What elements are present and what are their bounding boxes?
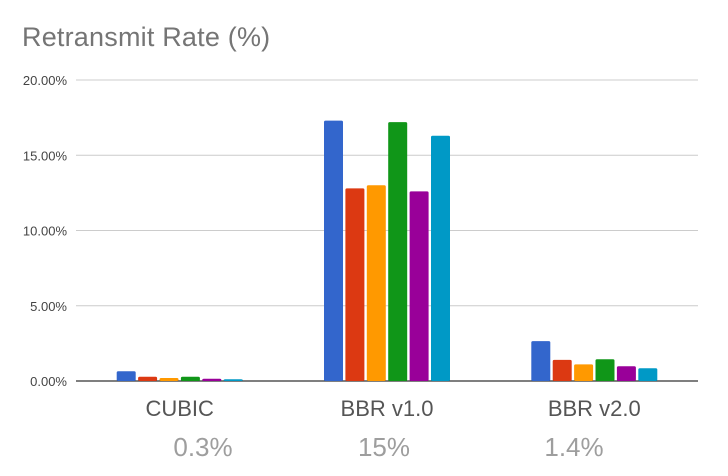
summary-label-cubic: 0.3%	[173, 432, 233, 462]
bar	[116, 371, 136, 381]
bar	[159, 378, 179, 381]
y-tick-label: 15.00%	[23, 148, 68, 163]
y-tick-label: 10.00%	[23, 224, 68, 239]
chart-title: Retransmit Rate (%)	[22, 22, 271, 52]
bar	[552, 359, 572, 381]
bar	[366, 185, 386, 381]
y-axis-ticks: 0.00% 5.00% 10.00% 15.00% 20.00%	[23, 73, 68, 389]
summary-label-bbr-v1: 15%	[357, 432, 411, 462]
y-tick-label: 20.00%	[23, 73, 68, 88]
summary-label-bbr-v2: 1.4%	[544, 432, 604, 462]
x-tick-label: BBR v2.0	[548, 396, 641, 421]
bar	[223, 379, 243, 381]
x-tick-label: CUBIC	[145, 396, 214, 421]
bar	[345, 188, 365, 381]
bar	[324, 120, 343, 381]
bar	[388, 122, 408, 381]
bar	[638, 368, 658, 381]
bar	[138, 376, 158, 381]
bar	[409, 191, 429, 381]
bar	[531, 341, 551, 381]
bar	[202, 378, 222, 381]
x-tick-label: BBR v1.0	[341, 396, 434, 421]
y-tick-label: 0.00%	[30, 374, 67, 389]
bar	[595, 359, 615, 381]
x-axis-ticks: CUBIC BBR v1.0 BBR v2.0	[145, 396, 640, 421]
bars	[116, 120, 658, 381]
bar	[574, 364, 594, 381]
y-tick-label: 5.00%	[30, 299, 67, 314]
grid-lines	[76, 79, 698, 382]
bar	[431, 135, 450, 381]
bar	[616, 366, 636, 381]
bar	[180, 376, 200, 381]
